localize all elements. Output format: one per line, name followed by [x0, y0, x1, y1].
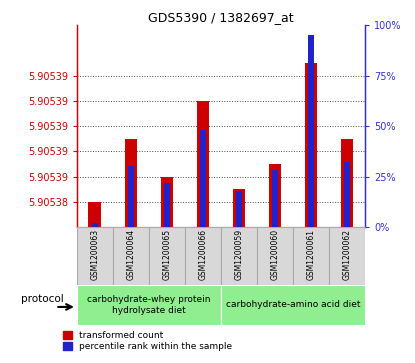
Bar	[200, 130, 206, 227]
Bar	[341, 139, 354, 227]
Bar	[329, 227, 365, 285]
Bar	[236, 191, 242, 227]
Bar	[185, 227, 221, 285]
Bar	[197, 101, 209, 227]
Bar	[164, 183, 170, 227]
Bar	[161, 176, 173, 227]
Bar	[293, 227, 329, 285]
Bar	[272, 171, 278, 227]
Bar	[77, 227, 113, 285]
Text: GSM1200062: GSM1200062	[343, 229, 352, 280]
Text: GSM1200061: GSM1200061	[307, 229, 316, 280]
Text: protocol: protocol	[21, 294, 63, 304]
Text: carbohydrate-amino acid diet: carbohydrate-amino acid diet	[226, 301, 360, 309]
Bar	[269, 164, 281, 227]
Bar	[127, 166, 134, 227]
Bar	[233, 189, 245, 227]
Text: GSM1200063: GSM1200063	[90, 229, 99, 280]
Bar	[257, 227, 293, 285]
Bar	[124, 139, 137, 227]
Bar	[88, 202, 101, 227]
Text: GSM1200065: GSM1200065	[162, 229, 171, 280]
Bar	[113, 227, 149, 285]
Text: carbohydrate-whey protein
hydrolysate diet: carbohydrate-whey protein hydrolysate di…	[87, 295, 211, 315]
Bar	[305, 63, 317, 227]
Bar	[221, 227, 257, 285]
Bar	[149, 227, 185, 285]
Text: GSM1200066: GSM1200066	[198, 229, 208, 280]
Text: GSM1200059: GSM1200059	[234, 229, 244, 280]
Bar	[77, 285, 221, 325]
Legend: transformed count, percentile rank within the sample: transformed count, percentile rank withi…	[63, 331, 232, 351]
Text: GSM1200064: GSM1200064	[126, 229, 135, 280]
Text: GSM1200060: GSM1200060	[271, 229, 280, 280]
Bar	[308, 36, 315, 227]
Bar	[344, 162, 350, 227]
Bar	[92, 223, 98, 227]
Bar	[221, 285, 365, 325]
Title: GDS5390 / 1382697_at: GDS5390 / 1382697_at	[148, 11, 294, 24]
